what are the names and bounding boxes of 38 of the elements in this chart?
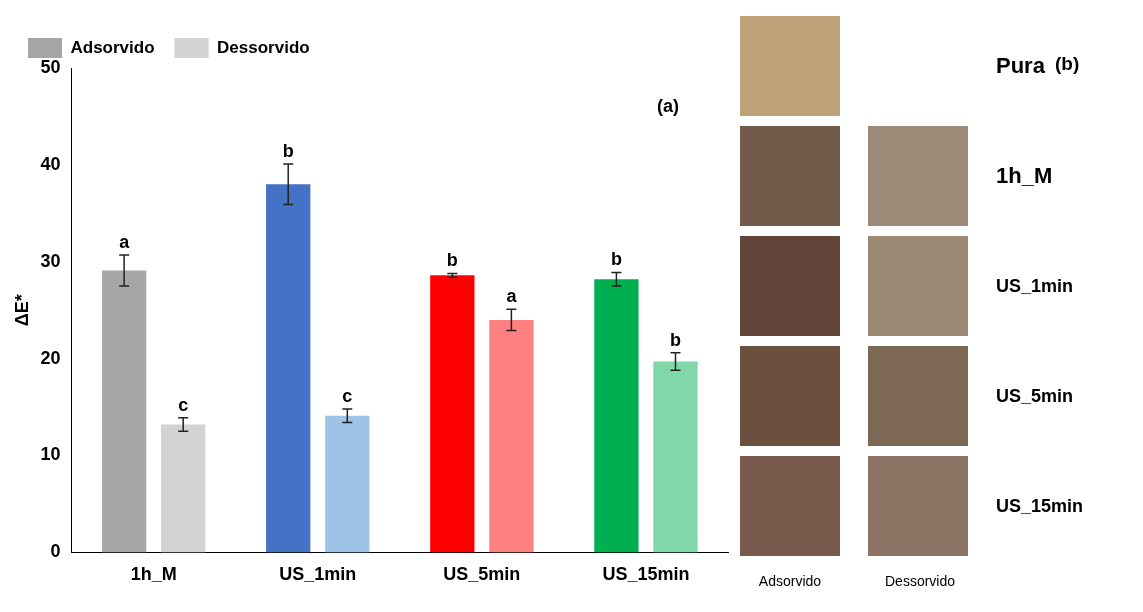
bar [594,279,639,553]
x-tick-label: 1h_M [130,564,177,585]
annotation: b [610,249,622,270]
y-tick-label: 40 [40,153,61,174]
annotation: b [446,250,458,271]
y-tick-label: 20 [40,347,61,368]
y-tick-label: 10 [40,444,61,465]
bar [161,424,206,553]
annotation: (a) [657,95,679,116]
x-tick-label: US_15min [602,564,690,585]
annotation: b [669,329,681,350]
text: US_15min [996,495,1084,517]
text: Dessorvido [884,573,956,589]
annotation: b [282,140,294,161]
annotation: c [178,394,189,415]
y-tick-label: 30 [40,250,61,271]
x-tick-label: US_1min [279,564,357,585]
text: (b) [1055,53,1080,75]
bar [489,319,534,553]
bar [430,275,475,553]
text: US_5min [996,385,1074,407]
bar [653,361,698,553]
annotation: a [506,286,518,307]
y-tick-label: 50 [40,56,61,77]
y-axis-title: ΔE* [11,294,32,327]
bar [266,184,311,553]
x-tick-label: US_5min [443,564,521,585]
annotation: a [119,231,131,252]
text: 1h_M [996,163,1053,189]
text: Pura [996,53,1045,79]
text: Adsorvido [757,573,823,589]
legend-label: Dessorvido [217,37,310,57]
legend-label: Adsorvido [70,37,155,57]
bar [101,270,147,553]
text: US_1min [996,275,1074,297]
bar [325,415,370,553]
annotation: c [342,385,353,406]
y-tick-label: 0 [50,541,61,562]
